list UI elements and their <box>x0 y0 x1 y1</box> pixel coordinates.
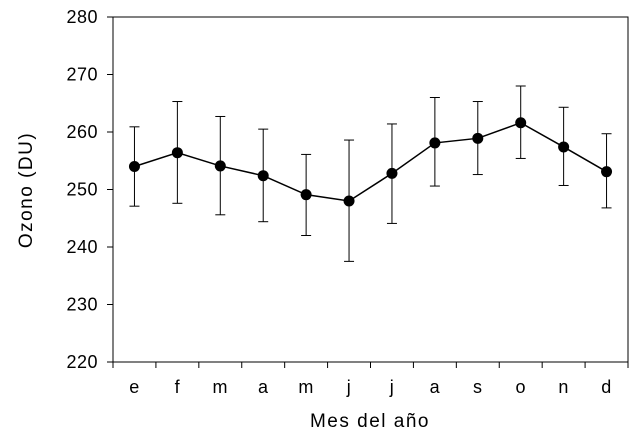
data-markers <box>128 117 613 207</box>
x-tick-label: m <box>298 377 314 397</box>
x-tick-label: e <box>129 377 140 397</box>
x-tick-label: n <box>558 377 569 397</box>
data-point <box>214 160 226 172</box>
x-axis-title: Mes del año <box>310 411 430 432</box>
y-axis-title: Ozono (DU) <box>16 132 37 248</box>
y-tick-label: 220 <box>66 352 98 372</box>
data-point <box>558 141 570 153</box>
data-point <box>472 132 484 144</box>
data-point <box>257 170 269 182</box>
x-tick-label: j <box>346 377 352 397</box>
plot-frame <box>112 16 629 363</box>
x-tick-label: m <box>213 377 229 397</box>
y-tick-label: 280 <box>66 7 98 27</box>
data-point <box>601 166 613 178</box>
y-tick-label: 270 <box>66 65 98 85</box>
x-tick-label: f <box>175 377 181 397</box>
data-point <box>429 137 441 149</box>
data-point <box>343 195 355 207</box>
x-tick-label: d <box>601 377 612 397</box>
y-tick-label: 240 <box>66 237 98 257</box>
y-axis-tick-labels: 220 230 240 250 260 270 280 <box>66 7 98 372</box>
series-line <box>134 121 607 202</box>
y-tick-label: 250 <box>66 180 98 200</box>
y-axis-ticks <box>107 16 113 363</box>
y-tick-label: 230 <box>66 295 98 315</box>
x-tick-label: a <box>430 377 441 397</box>
data-point <box>515 117 527 129</box>
x-tick-label: a <box>258 377 269 397</box>
y-tick-label: 260 <box>66 122 98 142</box>
data-point <box>171 147 183 159</box>
data-point <box>386 167 398 179</box>
data-point <box>300 189 312 201</box>
error-bars <box>129 85 612 262</box>
x-tick-label: o <box>515 377 526 397</box>
data-point <box>128 161 140 172</box>
x-axis-ticks <box>112 362 629 368</box>
x-tick-label: s <box>473 377 483 397</box>
x-tick-label: j <box>389 377 395 397</box>
